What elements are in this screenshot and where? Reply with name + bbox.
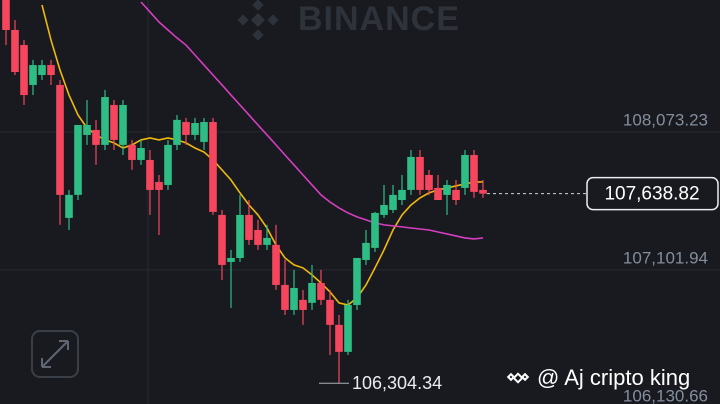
candle-body bbox=[191, 123, 199, 135]
candle-body bbox=[218, 214, 226, 265]
candle-body bbox=[380, 204, 388, 215]
candle-body bbox=[38, 65, 46, 76]
candle-body bbox=[2, 0, 10, 30]
candle-body bbox=[11, 29, 19, 73]
candle-body bbox=[308, 282, 316, 303]
candle-body bbox=[398, 189, 406, 201]
candle-body bbox=[164, 144, 172, 185]
candle-body bbox=[245, 214, 253, 240]
candle-body bbox=[407, 156, 415, 190]
candle-body bbox=[389, 194, 397, 210]
moving-average-line bbox=[140, 1, 484, 240]
candle-body bbox=[272, 244, 280, 285]
expand-button-frame[interactable] bbox=[31, 330, 79, 378]
expand-button[interactable] bbox=[31, 330, 79, 378]
candle-body bbox=[236, 214, 244, 258]
candle-body bbox=[146, 159, 154, 190]
candle-body bbox=[20, 45, 28, 96]
y-tick-label: 106,130.66 bbox=[623, 386, 708, 404]
candle-body bbox=[443, 184, 451, 195]
candle-body bbox=[65, 194, 73, 218]
candle-body bbox=[119, 104, 127, 145]
candle-body bbox=[56, 84, 64, 195]
candle-body bbox=[344, 304, 352, 352]
candle-body bbox=[209, 122, 217, 212]
candle-body bbox=[299, 299, 307, 310]
candle-body bbox=[416, 156, 424, 190]
candle-body bbox=[470, 154, 478, 192]
grid: 108,073.23 107,101.94 106,130.66 bbox=[0, 110, 720, 404]
last-price-label: 107,638.82 bbox=[604, 184, 699, 205]
overlay: 107,638.82 106,304.34 bbox=[319, 176, 719, 393]
candle-body bbox=[254, 229, 262, 245]
candle-body bbox=[155, 181, 163, 190]
candle-body bbox=[110, 104, 118, 140]
candle-body bbox=[452, 189, 460, 201]
candle-body bbox=[425, 175, 433, 190]
candle-body bbox=[479, 189, 487, 194]
candle-body bbox=[263, 237, 271, 245]
candle-body bbox=[47, 65, 55, 76]
candle-body bbox=[137, 148, 145, 160]
candle-body bbox=[371, 212, 379, 248]
candle-body bbox=[92, 129, 100, 145]
candle-body bbox=[101, 97, 109, 145]
y-tick-label: 107,101.94 bbox=[623, 248, 708, 267]
low-marker-label: 106,304.34 bbox=[352, 373, 442, 393]
candle-body bbox=[281, 284, 289, 310]
watermark-text: BINANCE bbox=[298, 0, 460, 38]
expand-icon bbox=[41, 340, 69, 368]
candle-body bbox=[434, 187, 442, 201]
candle-body bbox=[29, 65, 37, 85]
y-tick-label: 108,073.23 bbox=[623, 110, 708, 129]
candle-body bbox=[74, 125, 82, 195]
candle-body bbox=[200, 122, 208, 142]
candle-body bbox=[317, 282, 325, 300]
candle-body bbox=[173, 119, 181, 145]
candle-body bbox=[335, 324, 343, 352]
candle-body bbox=[461, 154, 469, 188]
moving-averages bbox=[41, 1, 484, 306]
candle-body bbox=[182, 122, 190, 135]
candle-body bbox=[227, 257, 235, 262]
candles bbox=[2, 0, 487, 384]
last-price-box bbox=[586, 176, 719, 211]
credit-text: @ Aj cripto king bbox=[537, 365, 690, 390]
candle-body bbox=[128, 144, 136, 160]
candle-body bbox=[353, 257, 361, 305]
credit-logo bbox=[506, 372, 530, 384]
candle-body bbox=[362, 242, 370, 260]
candle-body bbox=[290, 287, 298, 310]
candle-body bbox=[326, 299, 334, 325]
moving-average-line bbox=[41, 4, 483, 306]
candle-body bbox=[83, 125, 91, 135]
